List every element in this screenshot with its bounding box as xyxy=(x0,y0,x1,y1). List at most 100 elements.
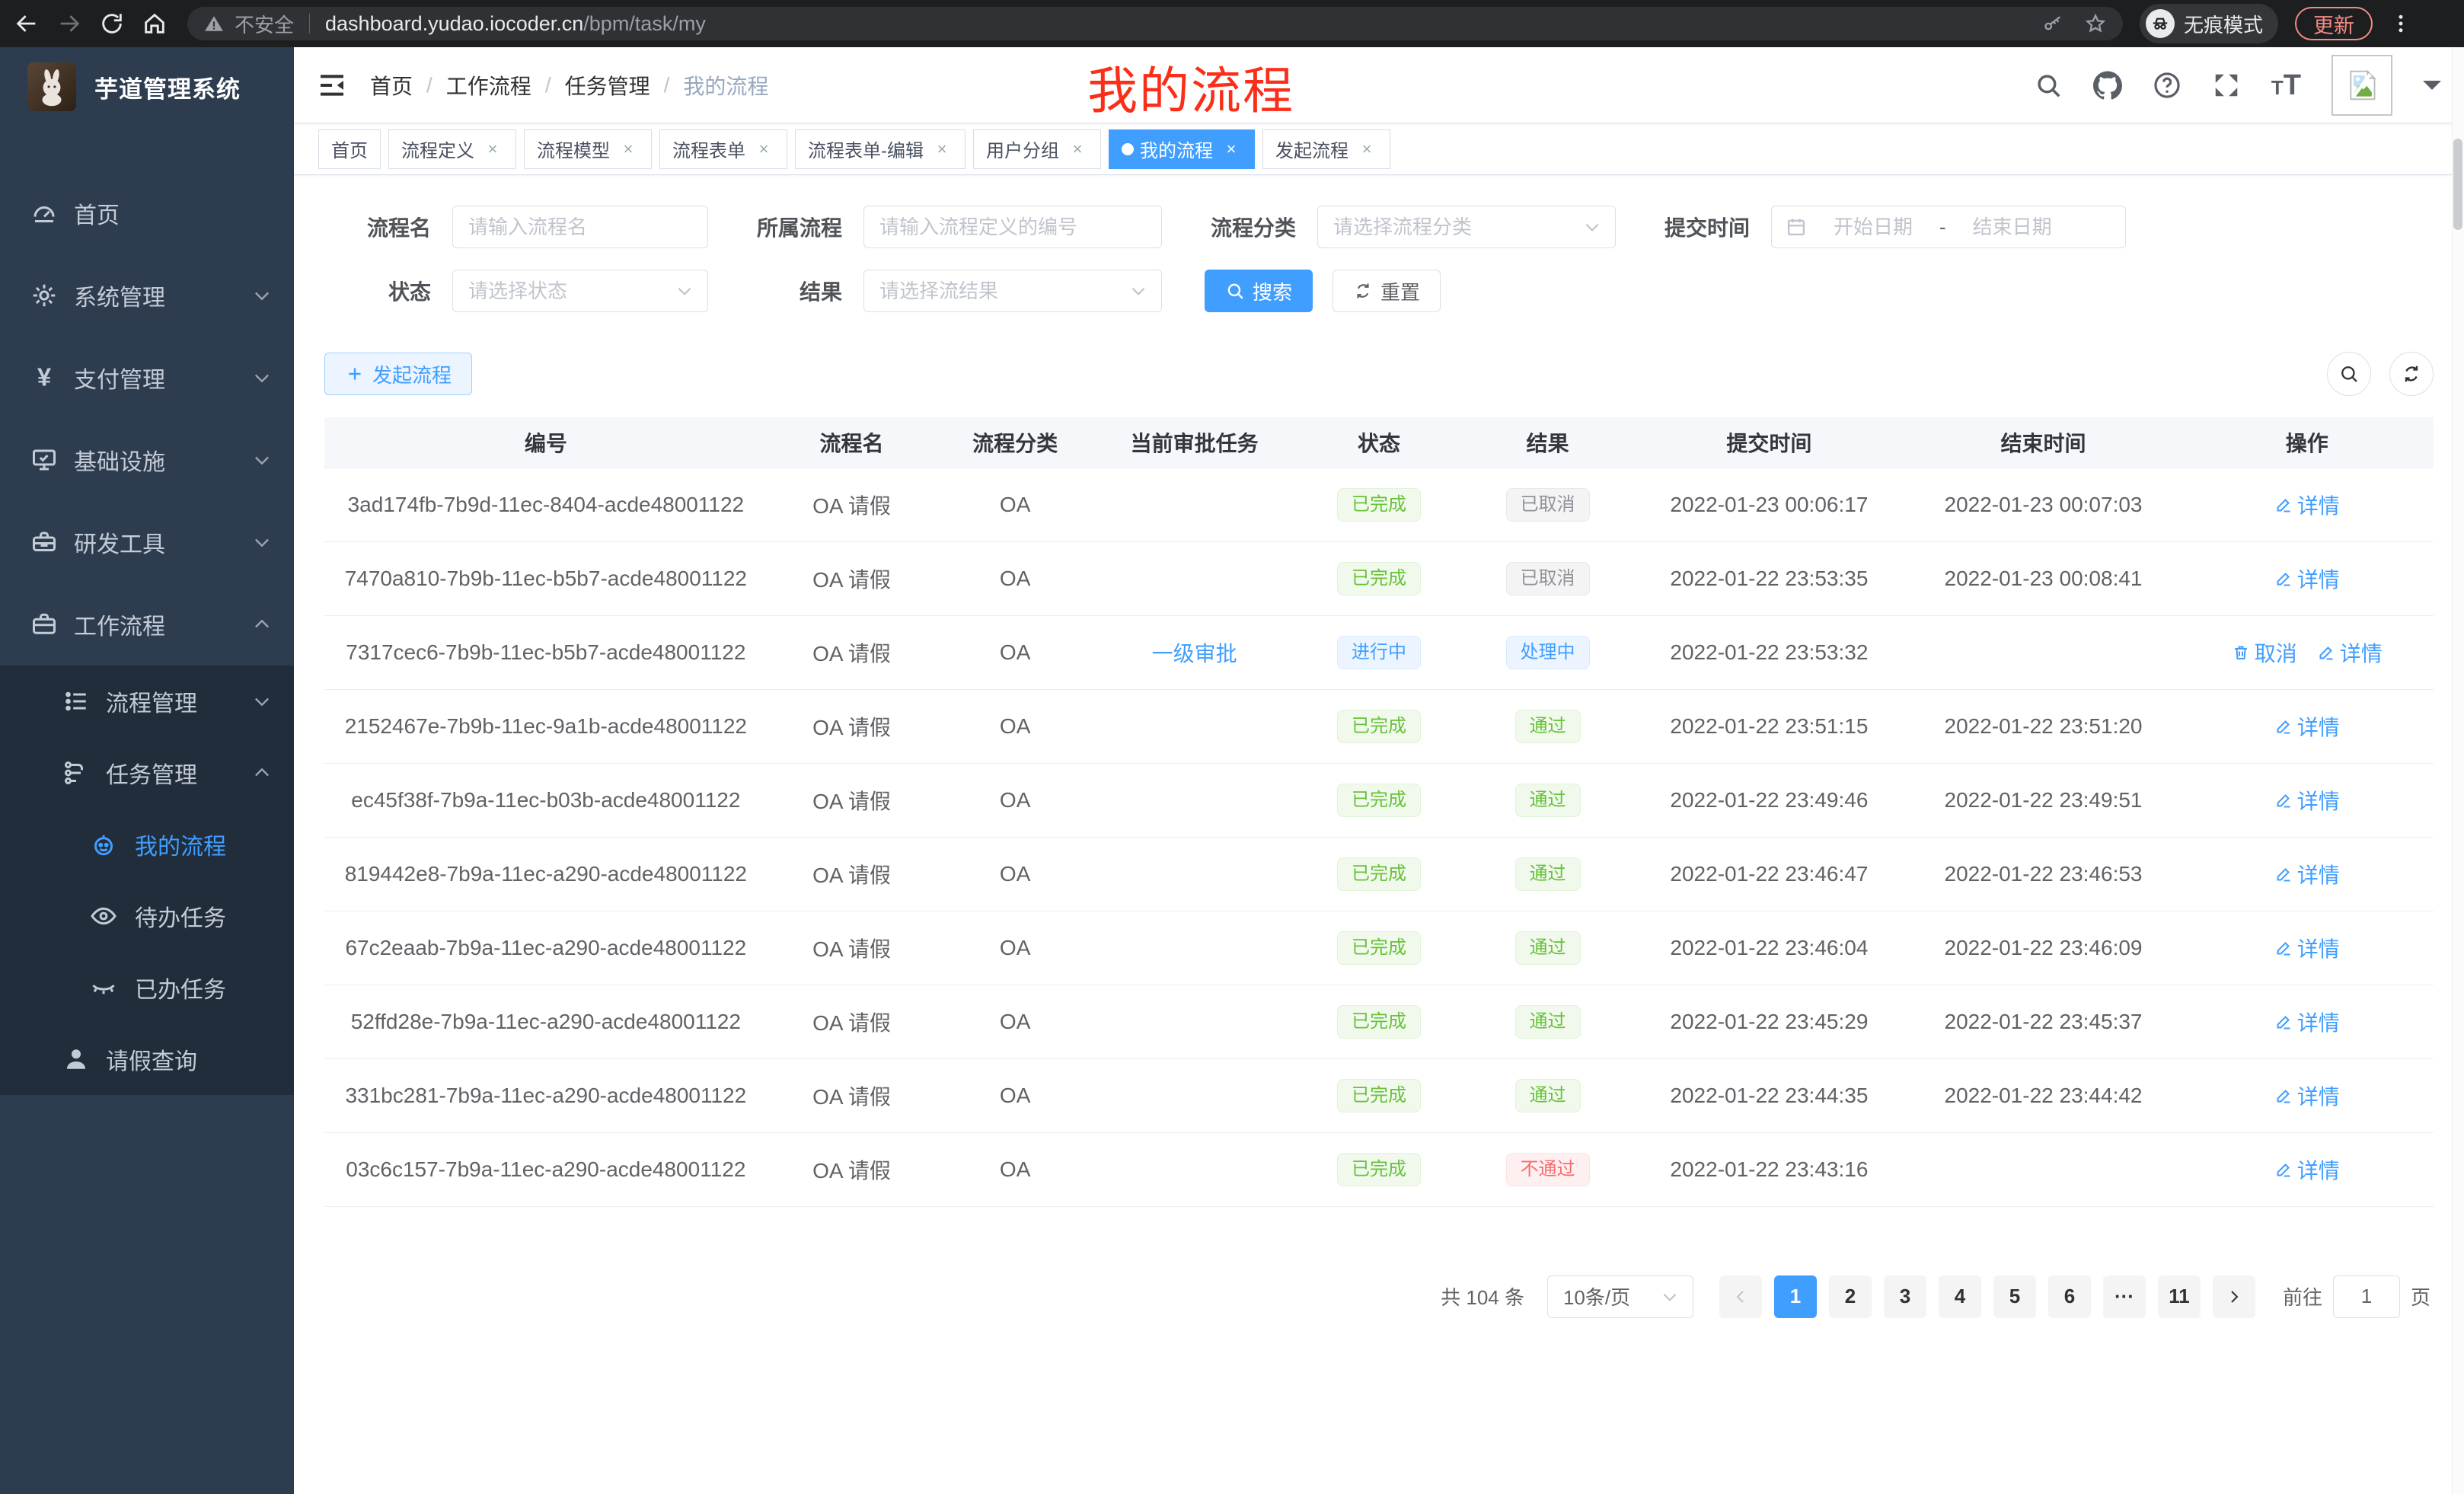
action-详情[interactable]: 详情 xyxy=(2274,711,2340,742)
cell-status: 已完成 xyxy=(1294,763,1463,838)
calendar-icon xyxy=(1786,216,1807,238)
sidebar-item-支付管理[interactable]: ¥ 支付管理 xyxy=(0,337,294,419)
cell-result: 通过 xyxy=(1463,1058,1633,1133)
search-button[interactable]: 搜索 xyxy=(1205,270,1313,312)
create-process-button[interactable]: 发起流程 xyxy=(324,353,473,395)
help-icon[interactable] xyxy=(2153,71,2182,100)
status-select[interactable] xyxy=(452,270,708,312)
tab-流程表单-编辑[interactable]: 流程表单-编辑 × xyxy=(795,129,965,169)
avatar[interactable] xyxy=(2332,54,2392,116)
breadcrumb-item[interactable]: 首页 xyxy=(370,74,413,98)
next-page-button[interactable] xyxy=(2212,1275,2255,1318)
app-logo[interactable]: 芋道管理系统 xyxy=(0,47,294,126)
sidebar-item-待办任务[interactable]: 待办任务 xyxy=(0,880,294,952)
security-label[interactable]: 不安全 xyxy=(235,13,295,37)
reset-button[interactable]: 重置 xyxy=(1333,270,1441,312)
close-icon[interactable]: × xyxy=(1361,139,1372,158)
tab-流程模型[interactable]: 流程模型 × xyxy=(524,129,652,169)
address-bar[interactable]: 不安全 dashboard.yudao.iocoder.cn/bpm/task/… xyxy=(187,7,2123,40)
close-icon[interactable]: × xyxy=(758,139,769,158)
sidebar-item-基础设施[interactable]: 基础设施 xyxy=(0,419,294,501)
tab-用户分组[interactable]: 用户分组 × xyxy=(973,129,1101,169)
show-search-button[interactable] xyxy=(2327,352,2371,396)
sidebar-item-流程管理[interactable]: 流程管理 xyxy=(0,666,294,737)
action-详情[interactable]: 详情 xyxy=(2274,1154,2340,1185)
action-详情[interactable]: 详情 xyxy=(2274,859,2340,889)
action-详情[interactable]: 详情 xyxy=(2274,490,2340,520)
update-button[interactable]: 更新 xyxy=(2295,7,2373,40)
search-icon[interactable] xyxy=(2034,71,2063,100)
close-icon[interactable]: × xyxy=(623,139,634,158)
close-icon[interactable]: × xyxy=(487,139,498,158)
sidebar-item-工作流程[interactable]: 工作流程 xyxy=(0,583,294,666)
cell-submit-time: 2022-01-22 23:43:16 xyxy=(1632,1132,1907,1207)
breadcrumb-item[interactable]: 工作流程 xyxy=(445,74,531,98)
tab-我的流程[interactable]: 我的流程 × xyxy=(1109,129,1255,169)
tab-发起流程[interactable]: 发起流程 × xyxy=(1262,129,1390,169)
sidebar-item-首页[interactable]: 首页 xyxy=(0,172,294,254)
sidebar-item-请假查询[interactable]: 请假查询 xyxy=(0,1023,294,1095)
page-button-6[interactable]: 6 xyxy=(2047,1275,2091,1318)
warning-icon[interactable] xyxy=(204,14,224,34)
sidebar-item-我的流程[interactable]: 我的流程 xyxy=(0,809,294,880)
page-button-1[interactable]: 1 xyxy=(1773,1275,1817,1318)
end-date-input[interactable] xyxy=(1955,215,2070,239)
process-name-input[interactable] xyxy=(452,206,708,248)
close-icon[interactable]: × xyxy=(1072,139,1083,158)
result-select[interactable] xyxy=(863,270,1162,312)
prev-page-button[interactable] xyxy=(1719,1275,1762,1318)
breadcrumb-item[interactable]: 任务管理 xyxy=(564,74,650,98)
bookmark-star-icon[interactable] xyxy=(2085,13,2106,34)
close-icon[interactable]: × xyxy=(937,139,947,158)
tab-流程表单[interactable]: 流程表单 × xyxy=(659,129,787,169)
forward-icon[interactable] xyxy=(56,11,82,37)
action-详情[interactable]: 详情 xyxy=(2274,1081,2340,1111)
page-ellipsis-button[interactable]: ··· xyxy=(2102,1275,2146,1318)
tab-首页[interactable]: 首页 xyxy=(318,129,381,169)
page-size-select[interactable] xyxy=(1546,1275,1693,1318)
date-range-picker[interactable]: - xyxy=(1771,206,2126,248)
page-button-3[interactable]: 3 xyxy=(1883,1275,1926,1318)
tab-流程定义[interactable]: 流程定义 × xyxy=(388,129,516,169)
category-select[interactable] xyxy=(1317,206,1616,248)
action-详情[interactable]: 详情 xyxy=(2317,637,2383,668)
action-详情[interactable]: 详情 xyxy=(2274,785,2340,816)
key-icon[interactable] xyxy=(2042,13,2063,34)
page-button-5[interactable]: 5 xyxy=(1993,1275,2036,1318)
edit-icon xyxy=(2274,496,2293,514)
sidebar-item-系统管理[interactable]: 系统管理 xyxy=(0,254,294,337)
fullscreen-icon[interactable] xyxy=(2212,71,2241,100)
close-icon[interactable]: × xyxy=(1226,139,1237,158)
reload-icon[interactable] xyxy=(99,11,125,37)
page-size-value[interactable] xyxy=(1546,1275,1693,1318)
browser-menu-icon[interactable] xyxy=(2389,12,2412,35)
home-icon[interactable] xyxy=(142,11,168,37)
action-详情[interactable]: 详情 xyxy=(2274,1007,2340,1037)
jump-page-input[interactable] xyxy=(2332,1275,2400,1318)
page-button-4[interactable]: 4 xyxy=(1938,1275,1981,1318)
page-button-11[interactable]: 11 xyxy=(2157,1275,2201,1318)
github-icon[interactable] xyxy=(2092,70,2122,100)
action-详情[interactable]: 详情 xyxy=(2274,933,2340,963)
back-icon[interactable] xyxy=(14,11,40,37)
cell-actions: 详情 xyxy=(2180,541,2434,616)
task-link[interactable]: 一级审批 xyxy=(1151,641,1237,666)
scrollbar-thumb[interactable] xyxy=(2453,139,2462,230)
filter-row-2: 状态 结果 搜索 xyxy=(324,270,2434,312)
browser-scrollbar xyxy=(2452,47,2464,1494)
process-def-input[interactable] xyxy=(863,206,1162,248)
page-button-2[interactable]: 2 xyxy=(1828,1275,1872,1318)
sidebar-item-任务管理[interactable]: 任务管理 xyxy=(0,737,294,809)
action-取消[interactable]: 取消 xyxy=(2232,637,2297,668)
sidebar-fold-icon[interactable] xyxy=(317,70,347,101)
cell-task xyxy=(1094,837,1295,911)
sidebar-item-已办任务[interactable]: 已办任务 xyxy=(0,952,294,1023)
avatar-caret-icon[interactable] xyxy=(2423,80,2441,99)
action-详情[interactable]: 详情 xyxy=(2274,563,2340,594)
font-size-icon[interactable]: TT xyxy=(2271,69,2301,101)
refresh-table-button[interactable] xyxy=(2389,352,2434,396)
start-date-input[interactable] xyxy=(1816,215,1930,239)
sidebar-item-研发工具[interactable]: 研发工具 xyxy=(0,501,294,583)
incognito-badge[interactable]: 无痕模式 xyxy=(2140,4,2279,43)
url-text[interactable]: dashboard.yudao.iocoder.cn/bpm/task/my xyxy=(325,11,706,35)
